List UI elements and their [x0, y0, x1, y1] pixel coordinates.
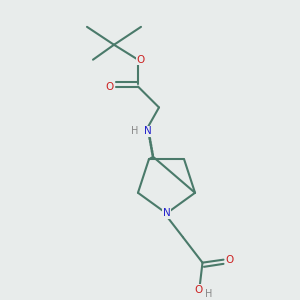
Text: H: H	[131, 126, 139, 136]
Text: O: O	[194, 284, 202, 295]
Text: N: N	[163, 208, 170, 218]
Text: O: O	[105, 82, 114, 92]
Text: O: O	[136, 55, 145, 65]
Text: H: H	[206, 289, 213, 299]
Text: O: O	[225, 255, 234, 265]
Text: N: N	[144, 126, 152, 136]
